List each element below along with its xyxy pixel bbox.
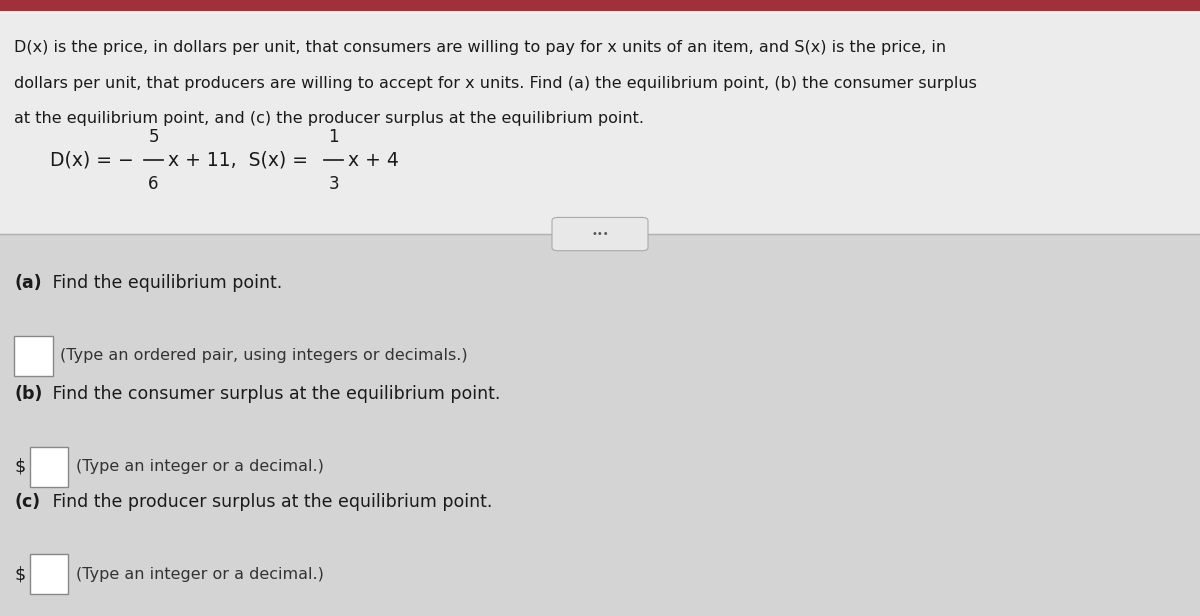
Text: (a): (a) <box>14 274 42 292</box>
Text: 5: 5 <box>149 128 158 146</box>
Text: D(x) = −: D(x) = − <box>50 151 134 169</box>
FancyBboxPatch shape <box>0 0 1200 11</box>
Text: 1: 1 <box>329 128 338 146</box>
Text: at the equilibrium point, and (c) the producer surplus at the equilibrium point.: at the equilibrium point, and (c) the pr… <box>14 111 644 126</box>
Text: 6: 6 <box>149 174 158 193</box>
FancyBboxPatch shape <box>14 336 53 376</box>
FancyBboxPatch shape <box>0 11 1200 14</box>
Text: $: $ <box>14 565 25 583</box>
FancyBboxPatch shape <box>0 0 1200 234</box>
Text: (Type an integer or a decimal.): (Type an integer or a decimal.) <box>76 567 324 582</box>
Text: (b): (b) <box>14 385 43 403</box>
Text: (c): (c) <box>14 493 41 511</box>
Text: Find the equilibrium point.: Find the equilibrium point. <box>47 274 282 292</box>
FancyBboxPatch shape <box>0 234 1200 616</box>
Text: x + 4: x + 4 <box>348 151 398 169</box>
Text: dollars per unit, that producers are willing to accept for x units. Find (a) the: dollars per unit, that producers are wil… <box>14 76 977 91</box>
Text: •••: ••• <box>592 229 608 239</box>
Text: Find the producer surplus at the equilibrium point.: Find the producer surplus at the equilib… <box>47 493 492 511</box>
FancyBboxPatch shape <box>30 554 68 594</box>
Text: $: $ <box>14 458 25 476</box>
Text: 3: 3 <box>329 174 338 193</box>
FancyBboxPatch shape <box>30 447 68 487</box>
Text: D(x) is the price, in dollars per unit, that consumers are willing to pay for x : D(x) is the price, in dollars per unit, … <box>14 40 947 55</box>
Text: (Type an ordered pair, using integers or decimals.): (Type an ordered pair, using integers or… <box>60 348 468 363</box>
Text: Find the consumer surplus at the equilibrium point.: Find the consumer surplus at the equilib… <box>47 385 500 403</box>
FancyBboxPatch shape <box>552 217 648 251</box>
Text: x + 11,  S(x) =: x + 11, S(x) = <box>168 151 314 169</box>
Text: (Type an integer or a decimal.): (Type an integer or a decimal.) <box>76 459 324 474</box>
